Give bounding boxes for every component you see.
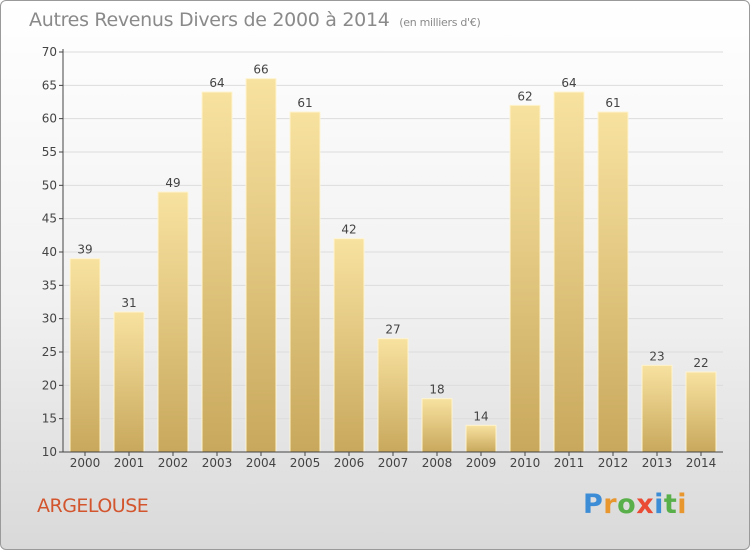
y-tick-label: 55: [42, 145, 57, 159]
logo-letter: i: [677, 489, 688, 520]
logo-letter: x: [636, 489, 655, 520]
bar: [553, 91, 585, 453]
x-tick-label: 2012: [598, 456, 629, 470]
y-tick-label: 30: [42, 312, 57, 326]
y-tick-label: 25: [42, 345, 57, 359]
logo-letter: i: [654, 489, 664, 520]
x-tick-label: 2010: [510, 456, 541, 470]
x-tick-label: 2006: [334, 456, 365, 470]
bar: [465, 424, 497, 453]
chart-title-text: Autres Revenus Divers de 2000 à 2014: [29, 9, 390, 31]
x-tick-label: 2007: [378, 456, 409, 470]
data-label: 14: [473, 409, 488, 423]
y-tick-label: 35: [42, 278, 57, 292]
data-label: 61: [605, 96, 620, 110]
x-tick-label: 2004: [246, 456, 277, 470]
place-name: ARGELOUSE: [37, 495, 149, 517]
x-tick-label: 2009: [466, 456, 497, 470]
logo-letter: r: [603, 489, 618, 520]
x-tick-label: 2014: [686, 456, 717, 470]
data-label: 49: [165, 176, 180, 190]
data-label: 23: [649, 349, 664, 363]
data-label: 66: [253, 63, 268, 77]
bar: [641, 364, 673, 453]
data-label: 64: [209, 76, 224, 90]
y-tick-label: 50: [42, 178, 57, 192]
x-tick-label: 2003: [202, 456, 233, 470]
chart-unit: (en milliers d'€): [399, 16, 481, 29]
data-label: 18: [429, 383, 444, 397]
bar: [69, 258, 101, 453]
bar: [421, 398, 453, 453]
bar: [157, 191, 189, 453]
x-tick-label: 2005: [290, 456, 321, 470]
x-tick-label: 2008: [422, 456, 453, 470]
y-tick-label: 65: [42, 78, 57, 92]
logo-letter: o: [617, 489, 637, 520]
data-label: 62: [517, 89, 532, 103]
bar: [201, 91, 233, 453]
y-tick-label: 45: [42, 212, 57, 226]
y-tick-label: 15: [42, 412, 57, 426]
x-tick-label: 2013: [642, 456, 673, 470]
data-label: 31: [121, 296, 136, 310]
y-tick-label: 70: [42, 45, 57, 59]
bar: [113, 311, 145, 453]
logo-letter: P: [583, 489, 604, 520]
bar: [377, 338, 409, 453]
y-tick-label: 20: [42, 378, 57, 392]
bar: [597, 111, 629, 453]
chart-title: Autres Revenus Divers de 2000 à 2014 (en…: [29, 9, 481, 31]
x-tick-label: 2002: [158, 456, 189, 470]
x-tick-label: 2011: [554, 456, 585, 470]
bar: [685, 371, 717, 453]
data-label: 42: [341, 223, 356, 237]
x-tick-label: 2000: [70, 456, 101, 470]
data-label: 27: [385, 323, 400, 337]
bar: [333, 238, 365, 453]
bar: [289, 111, 321, 453]
data-label: 22: [693, 356, 708, 370]
y-tick-label: 10: [42, 445, 57, 459]
bar: [245, 78, 277, 453]
bar: [509, 104, 541, 453]
proxiti-logo: Proxiti: [583, 489, 687, 520]
logo-letter: t: [663, 489, 678, 520]
x-tick-label: 2001: [114, 456, 145, 470]
y-tick-label: 60: [42, 112, 57, 126]
y-tick-label: 40: [42, 245, 57, 259]
data-label: 61: [297, 96, 312, 110]
data-label: 39: [77, 243, 92, 257]
data-label: 64: [561, 76, 576, 90]
